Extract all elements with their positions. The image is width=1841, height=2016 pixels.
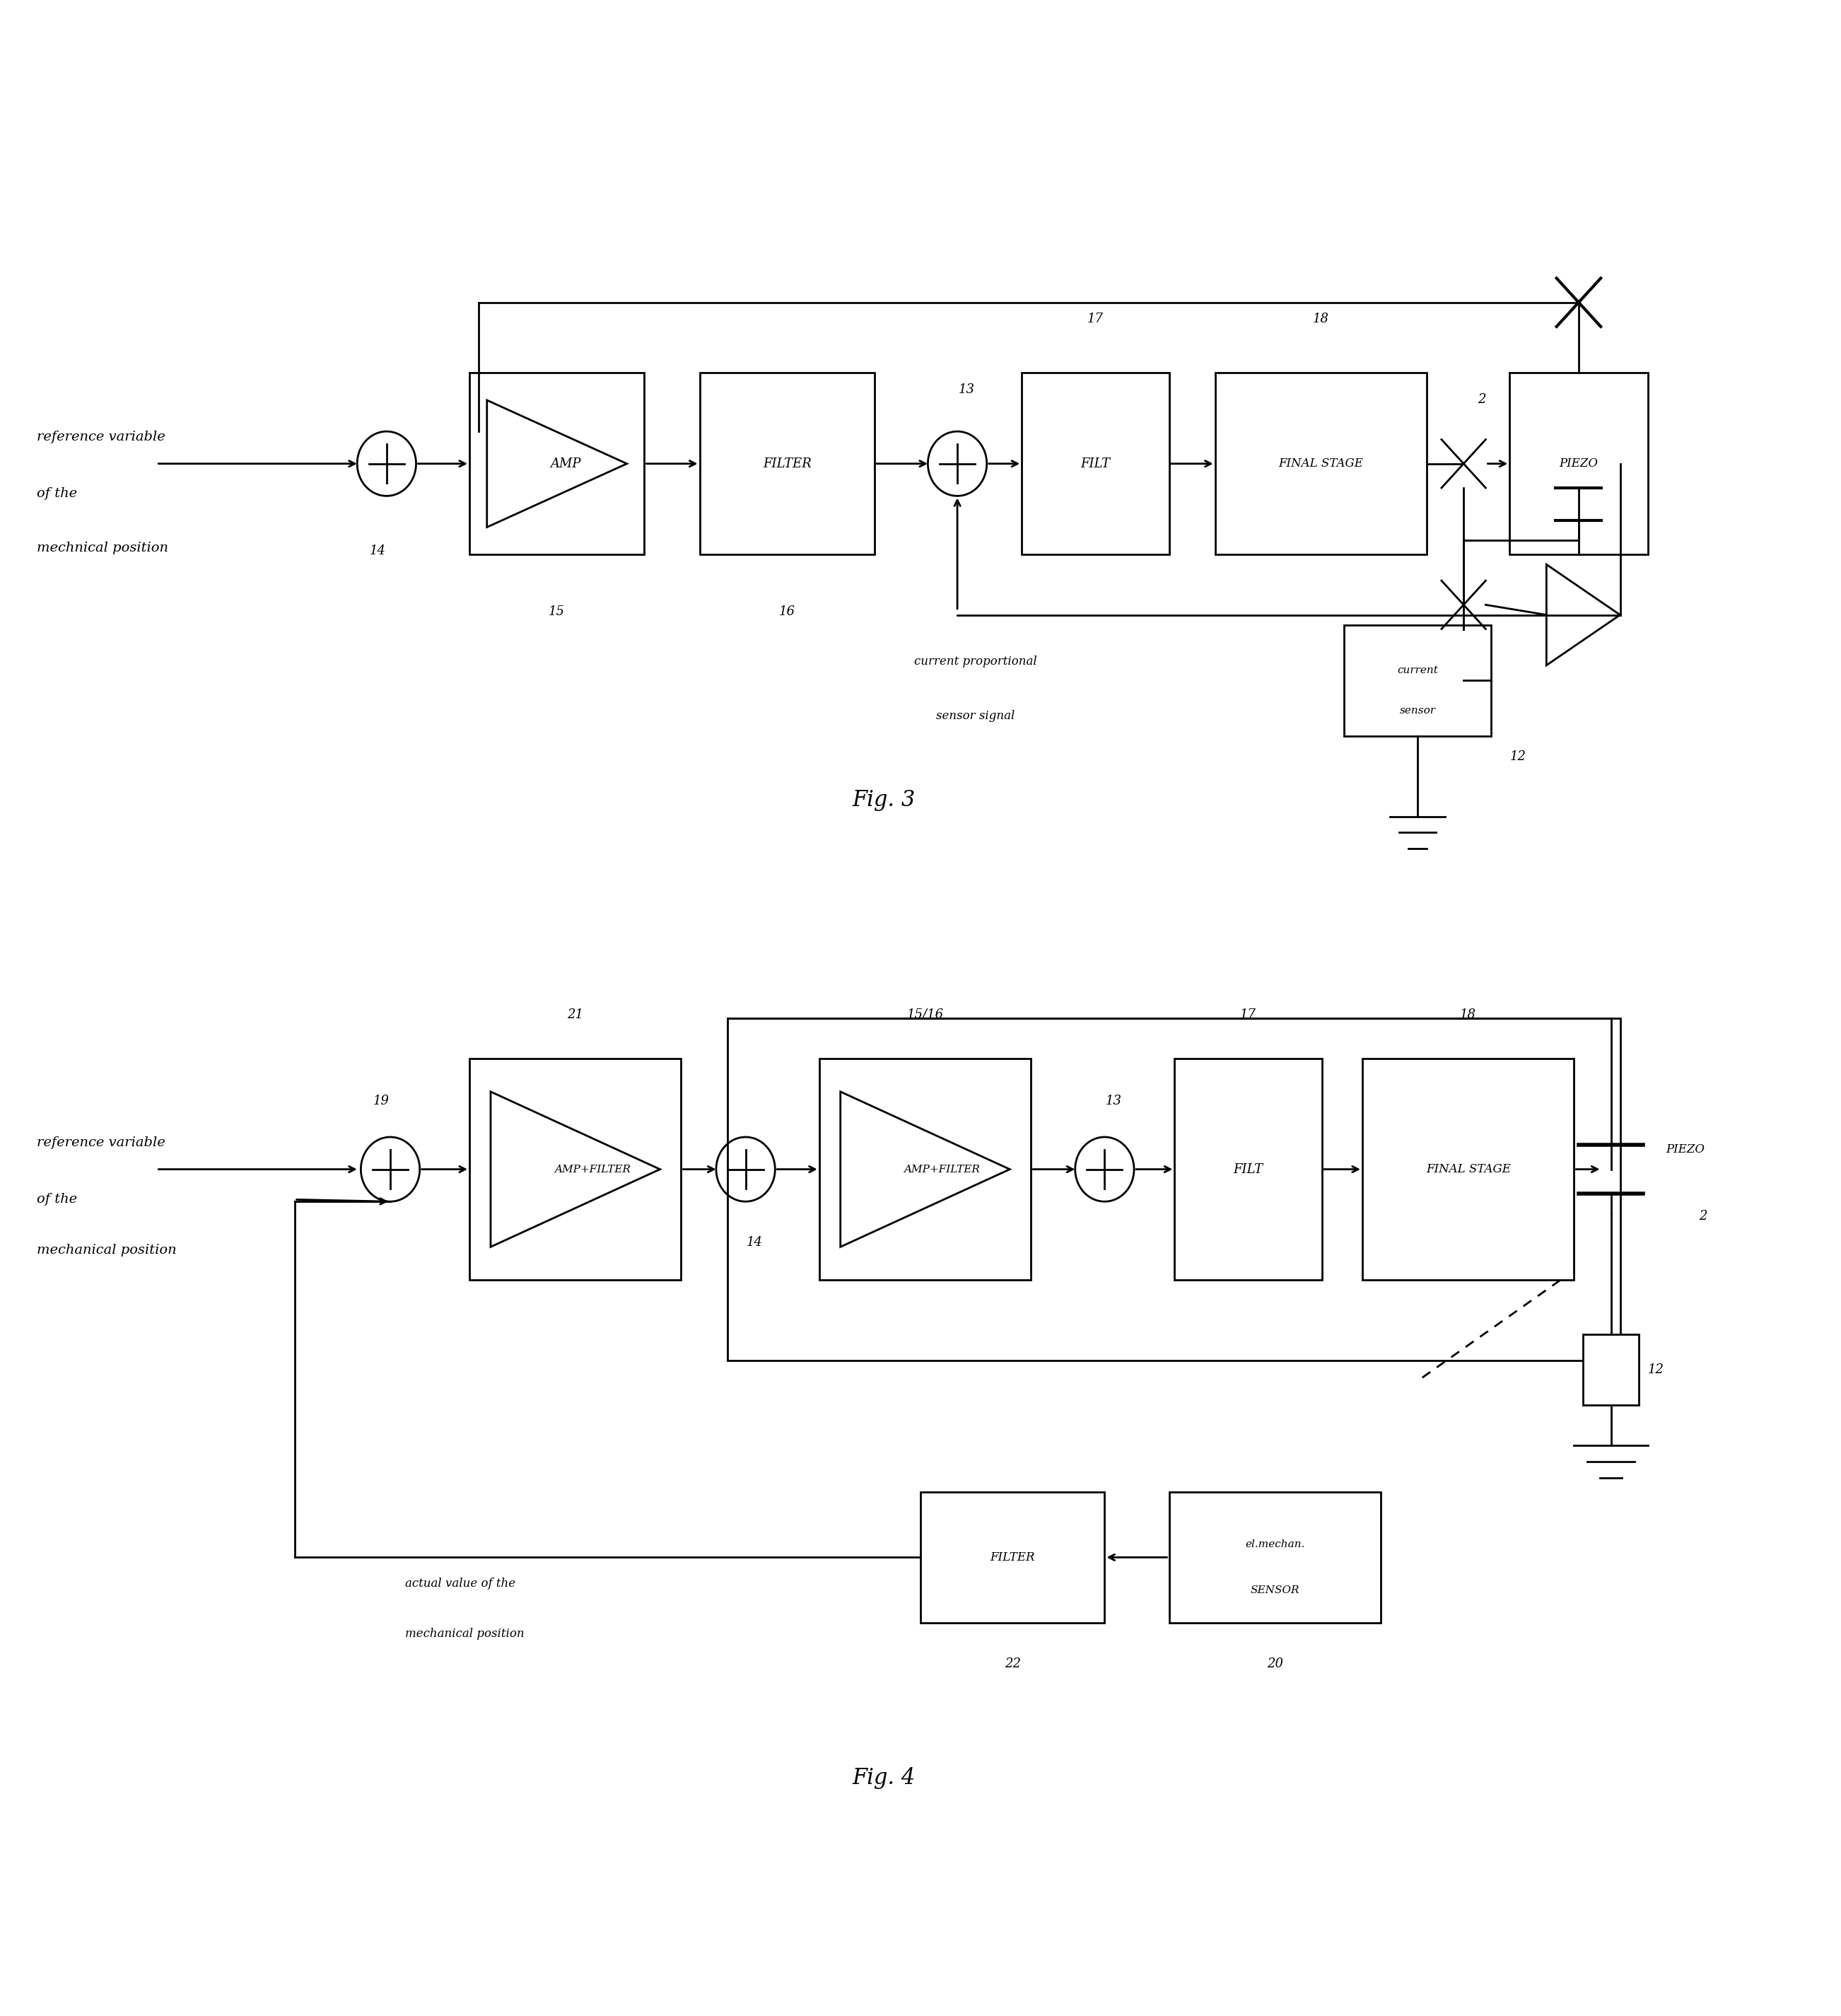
Text: AMP: AMP (550, 458, 582, 470)
Text: 18: 18 (1313, 312, 1329, 325)
Bar (1215, 373, 1427, 554)
Bar (1169, 1492, 1381, 1623)
Polygon shape (1546, 564, 1620, 665)
Text: current: current (1397, 665, 1438, 675)
Text: FILTER: FILTER (762, 458, 812, 470)
Text: of the: of the (37, 488, 77, 500)
Bar (469, 373, 644, 554)
Text: FILT: FILT (1081, 458, 1110, 470)
Text: FILTER: FILTER (990, 1552, 1035, 1562)
Text: FINAL STAGE: FINAL STAGE (1425, 1163, 1511, 1175)
Text: mechanical position: mechanical position (37, 1244, 177, 1256)
Text: AMP+FILTER: AMP+FILTER (554, 1165, 630, 1173)
Text: current proportional: current proportional (915, 655, 1036, 667)
Text: 22: 22 (1005, 1657, 1020, 1669)
Text: sensor: sensor (1399, 706, 1436, 716)
Text: 13: 13 (959, 383, 974, 395)
Text: 16: 16 (779, 605, 795, 617)
Bar (700, 373, 874, 554)
Bar (1022, 373, 1169, 554)
Polygon shape (486, 401, 626, 528)
Text: 15: 15 (549, 605, 565, 617)
Text: 13: 13 (1106, 1095, 1121, 1107)
Text: 17: 17 (1088, 312, 1103, 325)
Text: 12: 12 (1510, 750, 1526, 762)
Bar (727, 1018, 1620, 1361)
Text: reference variable: reference variable (37, 1137, 166, 1149)
Text: 14: 14 (370, 544, 385, 556)
Bar (1344, 625, 1491, 736)
Text: 21: 21 (567, 1008, 584, 1020)
Text: 14: 14 (747, 1236, 762, 1248)
Text: 20: 20 (1267, 1657, 1283, 1669)
Bar (1362, 1058, 1574, 1280)
Text: SENSOR: SENSOR (1250, 1585, 1300, 1595)
Text: FINAL STAGE: FINAL STAGE (1278, 458, 1364, 470)
Text: 17: 17 (1241, 1008, 1256, 1020)
Text: Fig. 3: Fig. 3 (852, 790, 915, 810)
Text: PIEZO: PIEZO (1559, 458, 1598, 470)
Text: PIEZO: PIEZO (1666, 1143, 1705, 1155)
Text: sensor signal: sensor signal (937, 710, 1014, 722)
Bar (819, 1058, 1031, 1280)
Text: 2: 2 (1699, 1210, 1707, 1222)
Text: 15/16: 15/16 (906, 1008, 944, 1020)
Text: 18: 18 (1460, 1008, 1476, 1020)
Text: mechanical position: mechanical position (405, 1629, 525, 1639)
Bar (469, 1058, 681, 1280)
Text: 2: 2 (1478, 393, 1486, 405)
Bar (920, 1492, 1105, 1623)
Text: 12: 12 (1648, 1363, 1664, 1377)
Text: el.mechan.: el.mechan. (1245, 1540, 1305, 1548)
Bar (1175, 1058, 1322, 1280)
Bar (1510, 373, 1648, 554)
Text: of the: of the (37, 1193, 77, 1206)
Text: 19: 19 (374, 1095, 388, 1107)
Polygon shape (490, 1093, 661, 1246)
Bar (1583, 1335, 1638, 1405)
Polygon shape (839, 1093, 1009, 1246)
Text: AMP+FILTER: AMP+FILTER (904, 1165, 979, 1173)
Text: reference variable: reference variable (37, 431, 166, 444)
Text: actual value of the: actual value of the (405, 1577, 515, 1589)
Text: mechnical position: mechnical position (37, 542, 168, 554)
Text: Fig. 4: Fig. 4 (852, 1768, 915, 1788)
Text: FILT: FILT (1233, 1163, 1263, 1175)
